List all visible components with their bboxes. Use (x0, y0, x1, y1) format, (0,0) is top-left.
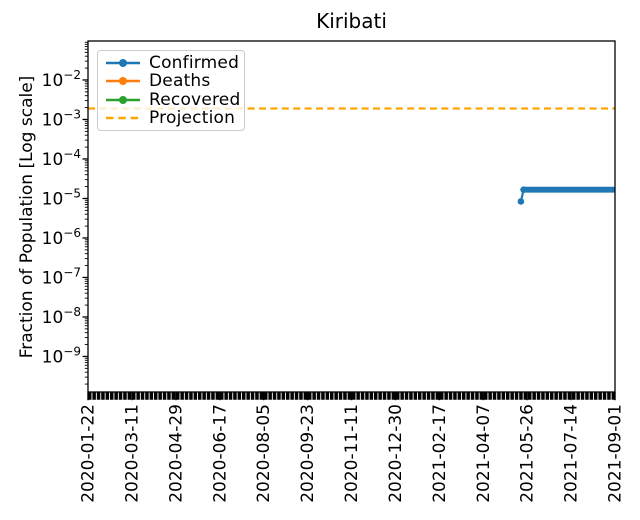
x-tick-label: 2021-05-26 (518, 404, 538, 503)
legend-item-projection: Projection (104, 109, 240, 127)
y-tick-label: 10−6 (42, 226, 81, 249)
legend-recovered-swatch-icon (106, 95, 140, 104)
legend-confirmed-swatch-icon (106, 59, 140, 68)
x-tick-label: 2021-02-17 (430, 404, 450, 503)
y-tick-label: 10−7 (42, 265, 81, 288)
legend-label: Recovered (149, 89, 241, 110)
x-tick-label: 2020-06-17 (210, 404, 230, 503)
legend-projection-swatch-icon (106, 116, 140, 120)
x-tick-label: 2020-11-11 (342, 404, 362, 503)
legend-item-confirmed: Confirmed (104, 54, 240, 72)
x-tick-label: 2020-09-23 (298, 404, 318, 503)
confirmed-marker (517, 198, 525, 205)
y-tick-label: 10−4 (42, 147, 81, 170)
x-tick-label: 2020-01-22 (79, 404, 99, 503)
legend-label: Projection (149, 107, 236, 128)
x-tick-label: 2020-03-11 (122, 404, 142, 503)
chart-title: Kiribati (316, 9, 387, 33)
legend: Confirmed Deaths Recovered Projection (97, 50, 245, 131)
y-tick-label: 10−8 (42, 305, 81, 328)
y-tick-label: 10−2 (42, 68, 81, 91)
legend-deaths-swatch-icon (106, 77, 140, 86)
x-tick-label: 2021-04-07 (474, 404, 494, 503)
x-tick-label: 2020-04-29 (166, 404, 186, 503)
x-tick-label: 2021-09-01 (606, 404, 626, 503)
legend-item-deaths: Deaths (104, 72, 240, 90)
legend-item-recovered: Recovered (104, 91, 240, 109)
x-tick-label: 2020-12-30 (386, 404, 406, 503)
y-tick-label: 10−9 (42, 344, 81, 367)
x-tick-label: 2020-08-05 (254, 404, 274, 503)
confirmed-marker (520, 186, 527, 193)
y-tick-label: 10−5 (42, 186, 81, 209)
legend-label: Deaths (149, 71, 211, 92)
legend-label: Confirmed (149, 53, 240, 74)
x-tick-label: 2021-07-14 (562, 404, 582, 503)
y-tick-label: 10−3 (42, 107, 81, 130)
